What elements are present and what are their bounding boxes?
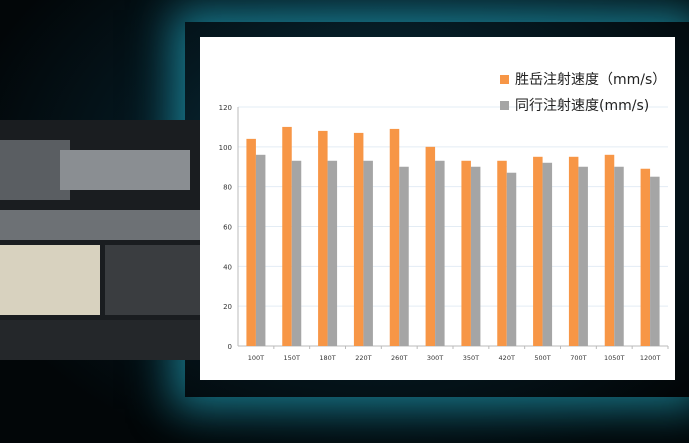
bar-shengyue — [389, 128, 400, 346]
x-tick-label: 100T — [248, 354, 264, 362]
bar-shengyue — [282, 126, 292, 347]
bar-shengyue — [246, 138, 256, 346]
bar-competitor — [435, 160, 445, 346]
bar-competitor — [327, 160, 338, 346]
bar-shengyue — [318, 130, 328, 346]
legend-item: 胜岳注射速度（mm/s） — [500, 67, 666, 93]
y-tick-label: 60 — [223, 224, 232, 232]
bar-competitor — [291, 160, 302, 346]
y-tick-label: 40 — [223, 263, 232, 271]
bar-shengyue — [640, 168, 651, 346]
legend-swatch — [500, 101, 509, 110]
y-tick-label: 120 — [219, 104, 232, 112]
x-tick-label: 180T — [319, 354, 335, 362]
x-tick-label: 700T — [570, 354, 586, 362]
legend-swatch — [500, 75, 509, 84]
legend-label: 胜岳注射速度（mm/s） — [515, 72, 667, 88]
bar-competitor — [542, 162, 553, 346]
x-tick-label: 420T — [499, 354, 515, 362]
x-tick-label: 150T — [284, 354, 300, 362]
bar-competitor — [650, 176, 660, 346]
x-tick-label: 1050T — [604, 354, 625, 362]
bar-shengyue — [497, 160, 507, 346]
bar-competitor — [614, 166, 624, 346]
bar-competitor — [470, 166, 481, 346]
bar-shengyue — [425, 146, 436, 346]
legend-label: 同行注射速度(mm/s) — [515, 98, 650, 114]
y-tick-label: 100 — [219, 144, 232, 152]
bar-competitor — [506, 172, 517, 346]
bar-competitor — [399, 166, 409, 346]
x-tick-label: 260T — [391, 354, 407, 362]
bar-shengyue — [568, 156, 579, 346]
chart-panel: 0 20 40 60 80 100 120 100T 150T 180T 220T 260T 300T 3… — [200, 37, 675, 380]
x-tick-label: 300T — [427, 354, 443, 362]
bar-shengyue — [533, 156, 543, 346]
x-tick-label: 500T — [534, 354, 550, 362]
x-tick-label: 350T — [463, 354, 479, 362]
legend: 胜岳注射速度（mm/s） 同行注射速度(mm/s) — [500, 67, 666, 119]
x-tick-label: 1200T — [640, 354, 661, 362]
machine-photo — [0, 120, 205, 360]
bar-competitor — [363, 160, 373, 346]
bar-competitor — [255, 154, 266, 346]
x-tick-label: 220T — [355, 354, 371, 362]
y-tick-label: 80 — [223, 184, 232, 192]
bar-shengyue — [461, 160, 471, 346]
bar-competitor — [578, 166, 588, 346]
bar-chart: 0 20 40 60 80 100 120 100T 150T 180T 220T 260T 300T 3… — [219, 104, 669, 362]
y-tick-label: 20 — [223, 303, 232, 311]
legend-item: 同行注射速度(mm/s) — [500, 93, 666, 119]
bar-shengyue — [604, 154, 615, 346]
y-tick-label: 0 — [228, 343, 232, 351]
bar-shengyue — [353, 132, 364, 346]
